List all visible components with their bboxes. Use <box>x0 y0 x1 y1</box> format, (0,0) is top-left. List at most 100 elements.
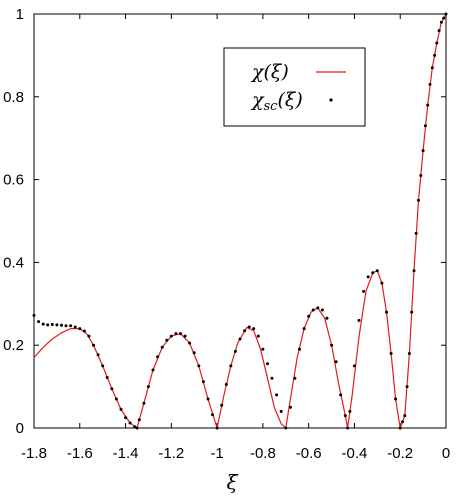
y-tick-label: 0.2 <box>3 337 24 354</box>
x-tick-label: -1.8 <box>21 445 47 462</box>
data-point-chi-sc <box>357 318 361 322</box>
data-point-chi-sc <box>311 308 315 312</box>
y-tick-label: 0.4 <box>3 254 24 271</box>
data-point-chi-sc <box>135 426 139 430</box>
data-point-chi-sc <box>192 351 196 355</box>
data-point-chi-sc <box>330 343 334 347</box>
data-point-chi-sc <box>32 313 36 317</box>
data-point-chi-sc <box>206 397 210 401</box>
data-point-chi-sc <box>105 376 109 379</box>
data-point-chi-sc <box>64 324 68 328</box>
data-point-chi-sc <box>401 420 404 424</box>
legend-swatch-point <box>329 98 333 102</box>
data-point-chi-sc <box>82 329 86 333</box>
data-point-chi-sc <box>183 334 187 338</box>
legend-box <box>223 47 366 127</box>
data-point-chi-sc <box>403 414 407 418</box>
data-point-chi-sc <box>430 66 434 70</box>
data-point-chi-sc <box>124 416 128 420</box>
data-point-chi-sc <box>371 271 375 275</box>
data-point-chi-sc <box>316 306 320 310</box>
data-point-chi-sc <box>160 345 164 349</box>
x-tick-label: -1.6 <box>67 445 93 462</box>
data-point-chi-sc <box>229 364 233 368</box>
data-point-chi-sc <box>343 414 347 418</box>
x-tick-label: -0.2 <box>387 445 413 462</box>
data-point-chi-sc <box>69 324 73 328</box>
data-point-chi-sc <box>346 426 350 430</box>
data-point-chi-sc <box>87 334 91 338</box>
data-point-chi-sc <box>325 316 329 320</box>
data-point-chi-sc <box>169 334 173 338</box>
x-tick-label: -1.2 <box>158 445 184 462</box>
data-point-chi-sc <box>96 353 100 357</box>
data-point-chi-sc <box>50 323 54 326</box>
data-point-chi-sc <box>156 355 160 359</box>
data-point-chi-sc <box>142 401 146 405</box>
data-point-chi-sc <box>60 323 63 327</box>
y-tick-label: 0 <box>16 420 24 437</box>
data-point-chi-sc <box>435 41 439 45</box>
x-tick-label: -1.4 <box>113 445 139 462</box>
x-tick-label: -1 <box>210 445 223 462</box>
data-point-chi-sc <box>414 231 418 235</box>
data-point-chi-sc <box>215 426 219 430</box>
series-layer <box>32 12 448 431</box>
data-point-chi-sc <box>92 343 95 347</box>
data-point-chi-sc <box>128 421 132 425</box>
data-point-chi-sc <box>320 308 324 312</box>
data-point-chi-sc <box>439 20 443 24</box>
data-point-chi-sc <box>119 407 123 411</box>
data-point-chi-sc <box>266 362 269 366</box>
data-point-chi-sc <box>389 352 393 355</box>
data-point-chi-sc <box>298 347 301 351</box>
data-point-chi-sc <box>352 364 356 368</box>
data-point-chi-sc <box>307 314 311 318</box>
data-point-chi-sc <box>133 425 137 429</box>
y-tick-label: 0.6 <box>3 172 24 189</box>
data-point-chi-sc <box>380 281 384 285</box>
x-tick-label: 0 <box>442 445 450 462</box>
data-point-chi-sc <box>293 376 297 380</box>
data-point-chi-sc <box>224 383 228 386</box>
data-point-chi-sc <box>233 349 237 353</box>
data-point-chi-sc <box>412 269 416 273</box>
data-point-chi-sc <box>201 380 205 384</box>
data-point-chi-sc <box>37 320 41 324</box>
x-tick-label: -0.4 <box>342 445 368 462</box>
data-point-chi-sc <box>252 327 256 331</box>
data-point-chi-sc <box>339 393 343 397</box>
data-point-chi-sc <box>179 332 182 336</box>
data-point-chi-sc <box>398 426 402 430</box>
data-point-chi-sc <box>348 409 352 413</box>
data-point-chi-sc <box>407 352 411 355</box>
data-point-chi-sc <box>275 393 279 397</box>
data-point-chi-sc <box>270 376 274 380</box>
x-axis-label: ξ <box>226 470 238 494</box>
data-point-chi-sc <box>78 327 82 331</box>
data-point-chi-sc <box>366 275 370 279</box>
axis-ticks: -1.8 -1.6 -1.4 -1.2 -1 -0.8 -0.6 -0.4 -0.2 0 0 0.2 0… <box>3 6 450 462</box>
data-point-chi-sc <box>165 338 169 342</box>
data-point-chi-sc <box>188 341 192 345</box>
data-point-chi-sc <box>261 347 265 351</box>
data-point-chi-sc <box>421 149 425 153</box>
data-point-chi-sc <box>442 16 446 20</box>
data-point-chi-sc <box>174 332 178 336</box>
data-point-chi-sc <box>288 405 292 409</box>
data-point-chi-sc <box>385 310 388 314</box>
data-point-chi-sc <box>405 385 409 389</box>
data-point-chi-sc <box>211 413 214 417</box>
data-point-chi-sc <box>238 337 242 341</box>
data-point-chi-sc <box>419 174 423 177</box>
data-point-chi-sc <box>247 325 251 329</box>
data-point-chi-sc <box>302 327 306 331</box>
data-point-chi-sc <box>73 325 77 329</box>
data-point-chi-sc <box>114 397 118 401</box>
data-point-chi-sc <box>334 360 338 364</box>
data-point-chi-sc <box>151 368 155 372</box>
data-point-chi-sc <box>417 198 420 202</box>
data-point-chi-sc <box>284 426 288 430</box>
x-tick-label: -0.6 <box>296 445 322 462</box>
data-point-chi-sc <box>197 364 201 368</box>
